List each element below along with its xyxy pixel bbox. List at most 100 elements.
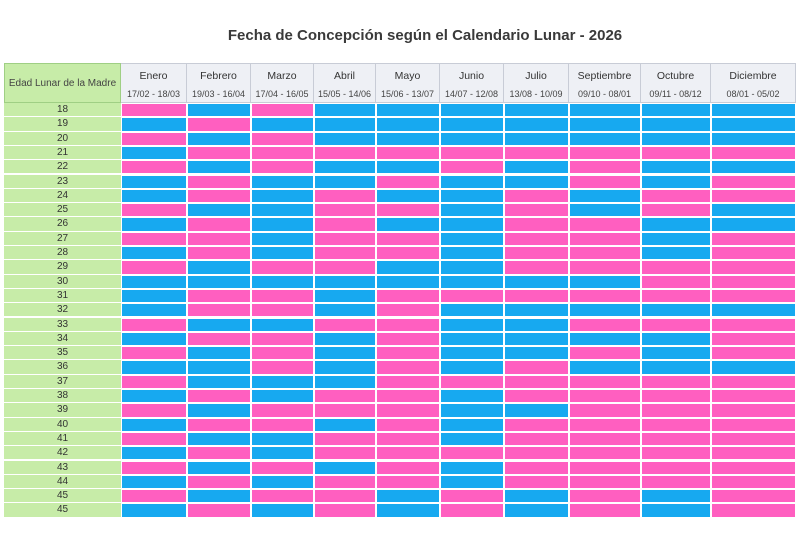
cell-girl: [187, 145, 251, 161]
month-name: Octubre: [656, 70, 695, 82]
month-header-febrero: Febrero 19/03 - 16/04: [187, 63, 251, 103]
cell-boy: [569, 360, 641, 375]
cell-boy: [376, 160, 440, 175]
cell-boy: [569, 203, 641, 218]
cell-boy: [711, 160, 796, 175]
mother-age-label: 44: [4, 474, 121, 490]
cell-boy: [251, 274, 314, 289]
cell-boy: [251, 374, 314, 389]
cell-boy: [187, 103, 251, 118]
cell-girl: [440, 288, 504, 304]
cell-boy: [187, 403, 251, 418]
cell-girl: [251, 403, 314, 418]
month-header-julio: Julio 13/08 - 10/09: [504, 63, 569, 103]
cell-girl: [314, 203, 376, 218]
cell-girl: [187, 231, 251, 246]
cell-girl: [711, 446, 796, 461]
cell-boy: [569, 117, 641, 132]
cell-boy: [641, 503, 711, 518]
cell-boy: [440, 231, 504, 246]
cell-girl: [711, 474, 796, 490]
cell-girl: [187, 303, 251, 318]
month-header-abril: Abril 15/05 - 14/06: [314, 63, 376, 103]
cell-girl: [504, 217, 569, 232]
cell-girl: [376, 231, 440, 246]
cell-girl: [504, 460, 569, 475]
mother-age-label: 25: [4, 203, 121, 218]
cell-girl: [711, 260, 796, 275]
cell-girl: [569, 174, 641, 189]
cell-girl: [711, 288, 796, 304]
cell-boy: [187, 274, 251, 289]
cell-boy: [314, 160, 376, 175]
cell-girl: [440, 489, 504, 504]
cell-boy: [440, 431, 504, 447]
cell-girl: [187, 246, 251, 261]
cell-boy: [440, 417, 504, 432]
mother-age-label: 35: [4, 346, 121, 361]
cell-girl: [569, 160, 641, 175]
cell-girl: [121, 489, 187, 504]
cell-girl: [376, 389, 440, 404]
cell-boy: [440, 360, 504, 375]
cell-girl: [569, 489, 641, 504]
month-header-diciembre: Diciembre 08/01 - 05/02: [711, 63, 796, 103]
cell-boy: [504, 403, 569, 418]
cell-boy: [641, 217, 711, 232]
cell-girl: [504, 360, 569, 375]
cell-boy: [121, 331, 187, 347]
month-date-range: 15/06 - 13/07: [380, 89, 435, 99]
cell-girl: [504, 288, 569, 304]
month-header-enero: Enero 17/02 - 18/03: [121, 63, 187, 103]
cell-boy: [187, 489, 251, 504]
cell-girl: [187, 288, 251, 304]
cell-boy: [641, 117, 711, 132]
cell-girl: [504, 389, 569, 404]
cell-boy: [187, 260, 251, 275]
mother-age-label: 45: [4, 503, 121, 518]
cell-boy: [314, 288, 376, 304]
cell-girl: [504, 203, 569, 218]
cell-boy: [314, 174, 376, 189]
cell-boy: [504, 174, 569, 189]
cell-boy: [641, 246, 711, 261]
cell-girl: [187, 188, 251, 204]
mother-age-label: 37: [4, 374, 121, 389]
cell-girl: [376, 474, 440, 490]
cell-boy: [121, 145, 187, 161]
cell-girl: [504, 417, 569, 432]
cell-girl: [376, 203, 440, 218]
month-name: Enero: [139, 70, 168, 82]
month-header-junio: Junio 14/07 - 12/08: [440, 63, 504, 103]
cell-girl: [569, 460, 641, 475]
cell-boy: [121, 117, 187, 132]
month-name: Marzo: [267, 70, 297, 82]
cell-girl: [376, 403, 440, 418]
cell-girl: [711, 417, 796, 432]
mother-age-label: 31: [4, 288, 121, 304]
cell-girl: [187, 503, 251, 518]
cell-girl: [187, 474, 251, 490]
cell-girl: [314, 503, 376, 518]
cell-girl: [314, 145, 376, 161]
cell-girl: [641, 460, 711, 475]
cell-boy: [641, 174, 711, 189]
cell-boy: [121, 274, 187, 289]
cell-girl: [711, 188, 796, 204]
cell-girl: [314, 446, 376, 461]
cell-girl: [314, 317, 376, 332]
cell-girl: [376, 145, 440, 161]
cell-girl: [569, 503, 641, 518]
cell-girl: [314, 231, 376, 246]
cell-boy: [121, 446, 187, 461]
cell-girl: [711, 431, 796, 447]
month-header-mayo: Mayo 15/06 - 13/07: [376, 63, 440, 103]
mother-age-label: 33: [4, 317, 121, 332]
cell-girl: [641, 274, 711, 289]
cell-boy: [251, 317, 314, 332]
cell-boy: [504, 489, 569, 504]
cell-girl: [376, 317, 440, 332]
cell-boy: [187, 374, 251, 389]
cell-girl: [711, 331, 796, 347]
cell-girl: [376, 431, 440, 447]
